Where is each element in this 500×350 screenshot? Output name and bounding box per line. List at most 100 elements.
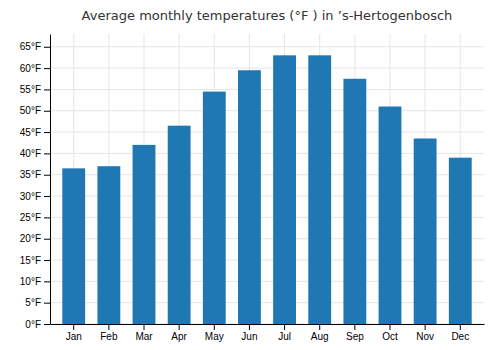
y-tick: 20°F xyxy=(20,233,50,244)
y-tick: 5°F xyxy=(25,297,50,308)
y-tick-label: 55°F xyxy=(20,84,41,95)
x-tick-label: Dec xyxy=(451,331,469,342)
x-tick: Nov xyxy=(416,324,434,342)
y-tick-mark xyxy=(44,260,50,261)
y-tick-mark xyxy=(44,324,50,325)
grid-line-y xyxy=(50,132,484,133)
y-tick-label: 50°F xyxy=(20,105,41,116)
x-tick-label: Apr xyxy=(171,331,187,342)
x-tick-label: Feb xyxy=(100,331,118,342)
y-tick-label: 60°F xyxy=(20,63,41,74)
x-tick: Aug xyxy=(311,324,329,342)
y-tick-label: 15°F xyxy=(20,255,41,266)
bar xyxy=(133,145,156,324)
x-tick-label: Jan xyxy=(66,331,82,342)
y-tick-label: 0°F xyxy=(25,319,41,330)
y-tick: 60°F xyxy=(20,63,50,74)
y-tick-label: 10°F xyxy=(20,276,41,287)
bar xyxy=(168,126,191,324)
x-tick: Jan xyxy=(66,324,82,342)
y-tick-mark xyxy=(44,68,50,69)
bar xyxy=(343,79,366,324)
x-tick-mark xyxy=(179,324,180,330)
x-axis-line xyxy=(51,324,485,325)
x-tick-mark xyxy=(460,324,461,330)
y-tick-label: 65°F xyxy=(20,41,41,52)
bar xyxy=(449,158,472,324)
x-tick-label: Aug xyxy=(311,331,329,342)
bar xyxy=(308,55,331,324)
bar xyxy=(414,138,437,324)
bar xyxy=(379,107,402,325)
y-tick-label: 5°F xyxy=(25,297,41,308)
y-axis-line xyxy=(50,35,51,325)
y-tick-mark xyxy=(44,239,50,240)
y-tick-mark xyxy=(44,153,50,154)
x-tick-mark xyxy=(214,324,215,330)
bar xyxy=(273,55,296,324)
y-axis: 0°F 5°F 10°F 15°F 20°F 25°F 30°F 35°F 40°F 45°F 50… xyxy=(20,35,51,330)
x-tick-mark xyxy=(389,324,390,330)
y-tick-mark xyxy=(44,89,50,90)
x-tick: Oct xyxy=(382,324,398,342)
y-tick-mark xyxy=(44,303,50,304)
y-tick: 25°F xyxy=(20,212,50,223)
y-tick-label: 20°F xyxy=(20,233,41,244)
y-tick: 15°F xyxy=(20,255,50,266)
grid-line-y xyxy=(50,46,484,47)
x-tick-label: Nov xyxy=(416,331,434,342)
grid xyxy=(50,34,484,324)
y-tick-mark xyxy=(44,111,50,112)
bar xyxy=(238,70,261,324)
x-tick: Dec xyxy=(451,324,469,342)
x-tick: Apr xyxy=(171,324,187,342)
x-tick-label: Mar xyxy=(135,331,153,342)
x-tick: Jul xyxy=(278,324,291,342)
x-tick-label: Oct xyxy=(382,331,398,342)
y-tick: 65°F xyxy=(20,41,50,52)
x-tick: Sep xyxy=(346,324,364,342)
x-tick-mark xyxy=(73,324,74,330)
x-tick-mark xyxy=(319,324,320,330)
x-tick-mark xyxy=(249,324,250,330)
x-tick-mark xyxy=(354,324,355,330)
y-tick: 45°F xyxy=(20,127,50,138)
x-tick: May xyxy=(205,324,224,342)
x-tick-mark xyxy=(284,324,285,330)
x-tick-label: Jun xyxy=(241,331,257,342)
grid-line-y xyxy=(50,68,484,69)
y-tick-mark xyxy=(44,217,50,218)
y-tick: 50°F xyxy=(20,105,50,116)
y-tick-label: 30°F xyxy=(20,191,41,202)
y-tick-label: 45°F xyxy=(20,127,41,138)
grid-line-y xyxy=(50,110,484,111)
y-tick-mark xyxy=(44,175,50,176)
x-tick: Mar xyxy=(135,324,153,342)
x-tick-label: May xyxy=(205,331,224,342)
y-tick-mark xyxy=(44,281,50,282)
bar xyxy=(97,166,120,324)
y-tick-label: 25°F xyxy=(20,212,41,223)
y-tick: 10°F xyxy=(20,276,50,287)
y-tick: 35°F xyxy=(20,169,50,180)
x-tick: Jun xyxy=(241,324,257,342)
x-axis: Jan Feb Mar Apr May Jun Jul Aug Sep Oct Nov Dec xyxy=(51,324,485,342)
chart: Jan Feb Mar Apr May Jun Jul Aug Sep Oct Nov Dec 0°F 5… xyxy=(0,0,500,350)
plot-area xyxy=(62,55,471,324)
grid-line-y xyxy=(50,89,484,90)
y-tick: 55°F xyxy=(20,84,50,95)
y-tick-label: 40°F xyxy=(20,148,41,159)
title: Average monthly temperatures (°F ) in ’s… xyxy=(82,8,453,23)
bar xyxy=(62,168,85,324)
y-tick-mark xyxy=(44,132,50,133)
y-tick-mark xyxy=(44,47,50,48)
y-tick-label: 35°F xyxy=(20,169,41,180)
x-tick-mark xyxy=(425,324,426,330)
x-tick: Feb xyxy=(100,324,118,342)
y-tick: 0°F xyxy=(25,319,50,330)
bar xyxy=(203,92,226,324)
x-tick-label: Jul xyxy=(278,331,291,342)
x-tick-label: Sep xyxy=(346,331,364,342)
y-tick-mark xyxy=(44,196,50,197)
y-tick: 30°F xyxy=(20,191,50,202)
